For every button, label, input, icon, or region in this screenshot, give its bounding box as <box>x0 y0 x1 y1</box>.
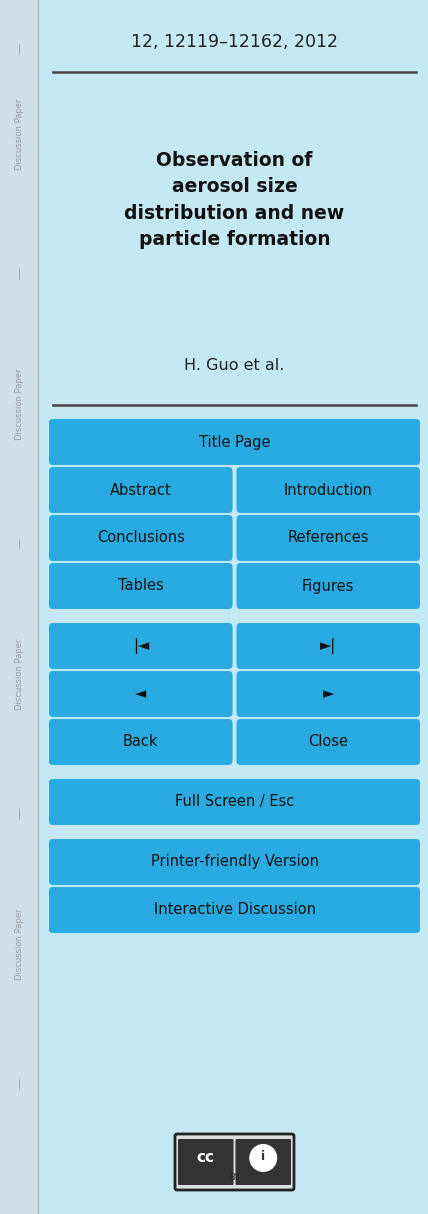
Text: i: i <box>261 1150 265 1163</box>
Text: Close: Close <box>308 734 348 749</box>
FancyBboxPatch shape <box>178 1139 234 1185</box>
FancyBboxPatch shape <box>49 563 232 609</box>
Text: |: | <box>18 539 21 549</box>
Text: |: | <box>18 1079 21 1089</box>
Text: References: References <box>288 531 369 545</box>
FancyBboxPatch shape <box>49 839 420 885</box>
FancyBboxPatch shape <box>49 719 232 765</box>
FancyBboxPatch shape <box>237 671 420 717</box>
Bar <box>0 0 38 1214</box>
Text: Title Page: Title Page <box>199 435 270 449</box>
FancyBboxPatch shape <box>237 719 420 765</box>
Text: ◄: ◄ <box>135 686 146 702</box>
Text: |◄: |◄ <box>133 639 149 654</box>
Text: Discussion Paper: Discussion Paper <box>15 368 24 439</box>
Text: |: | <box>18 268 21 279</box>
Text: BY: BY <box>229 1174 240 1182</box>
FancyBboxPatch shape <box>49 419 420 465</box>
Text: Figures: Figures <box>302 579 354 594</box>
Text: Discussion Paper: Discussion Paper <box>15 639 24 710</box>
Text: 12, 12119–12162, 2012: 12, 12119–12162, 2012 <box>131 33 338 51</box>
FancyBboxPatch shape <box>49 623 232 669</box>
FancyBboxPatch shape <box>49 515 232 561</box>
Text: Abstract: Abstract <box>110 482 172 498</box>
Text: |: | <box>18 809 21 819</box>
FancyBboxPatch shape <box>237 515 420 561</box>
Text: Discussion Paper: Discussion Paper <box>15 908 24 980</box>
Text: Conclusions: Conclusions <box>97 531 185 545</box>
Text: Full Screen / Esc: Full Screen / Esc <box>175 794 294 810</box>
Text: Back: Back <box>123 734 158 749</box>
Text: Tables: Tables <box>118 579 163 594</box>
Text: Observation of
aerosol size
distribution and new
particle formation: Observation of aerosol size distribution… <box>125 151 345 249</box>
Text: Interactive Discussion: Interactive Discussion <box>154 902 315 918</box>
Text: cc: cc <box>197 1150 215 1164</box>
FancyBboxPatch shape <box>49 779 420 826</box>
Text: |: | <box>18 44 21 55</box>
Circle shape <box>249 1144 277 1172</box>
Text: Introduction: Introduction <box>284 482 373 498</box>
Text: Discussion Paper: Discussion Paper <box>15 98 24 170</box>
Text: Printer-friendly Version: Printer-friendly Version <box>151 855 318 869</box>
FancyBboxPatch shape <box>237 467 420 514</box>
FancyBboxPatch shape <box>49 671 232 717</box>
Text: H. Guo et al.: H. Guo et al. <box>184 357 285 373</box>
FancyBboxPatch shape <box>49 887 420 934</box>
FancyBboxPatch shape <box>235 1139 291 1185</box>
FancyBboxPatch shape <box>237 563 420 609</box>
FancyBboxPatch shape <box>237 623 420 669</box>
FancyBboxPatch shape <box>175 1134 294 1190</box>
Text: ►|: ►| <box>320 639 336 654</box>
Text: ►: ► <box>323 686 334 702</box>
FancyBboxPatch shape <box>49 467 232 514</box>
